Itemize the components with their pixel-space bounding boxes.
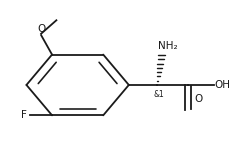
Text: NH₂: NH₂	[158, 41, 178, 51]
Text: &1: &1	[154, 90, 165, 99]
Text: O: O	[37, 24, 45, 35]
Text: OH: OH	[215, 80, 231, 90]
Text: O: O	[194, 94, 202, 104]
Text: F: F	[21, 110, 27, 120]
